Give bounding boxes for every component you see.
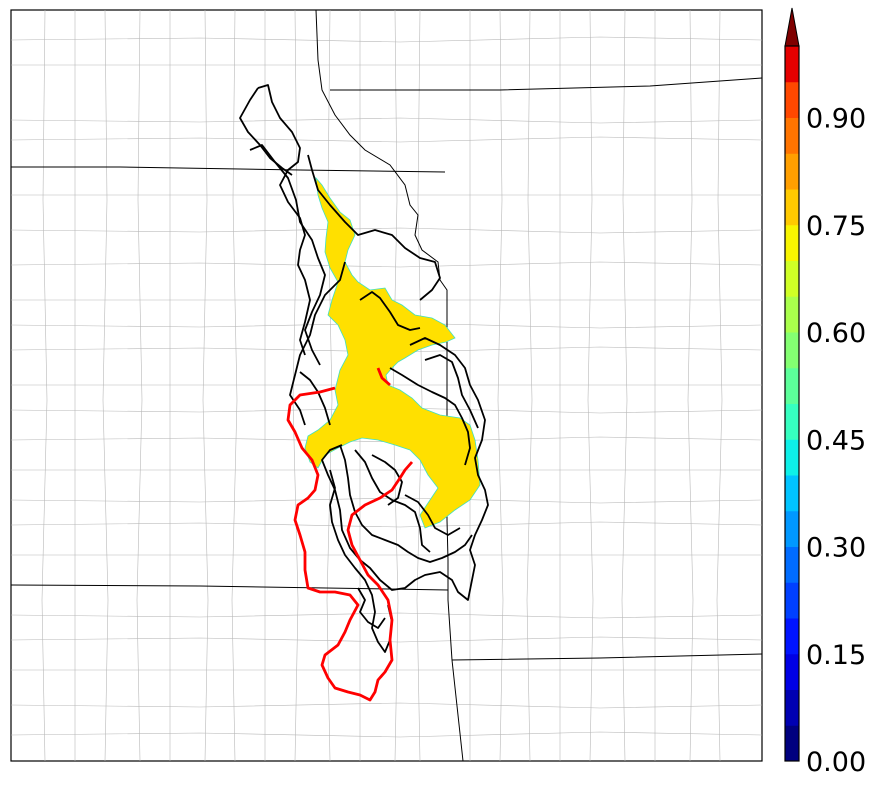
colorbar-tick-label: 0.45	[806, 425, 866, 456]
county-line	[587, 9, 594, 762]
county-line	[10, 136, 763, 143]
observed-contour-fragment	[376, 367, 391, 387]
colorbar-tick-label: 0.30	[806, 533, 866, 564]
colorbar-tick-label: 0.15	[806, 640, 866, 671]
contour-member-3	[249, 144, 326, 366]
contour-member-16	[359, 291, 421, 331]
colorbar-band	[785, 46, 799, 83]
contour-member-10	[339, 444, 473, 563]
observed-contour	[286, 367, 414, 702]
county-line	[526, 9, 533, 762]
colorbar-band	[785, 189, 799, 226]
state-border-ia-mo	[330, 77, 763, 91]
state-border-ne-ks	[11, 166, 446, 173]
colorbar-band	[785, 224, 799, 261]
county-line	[10, 521, 763, 528]
probability-filled-area	[304, 176, 481, 529]
ensemble-member-contours	[239, 84, 489, 653]
colorbar-band	[785, 367, 799, 404]
county-line	[687, 9, 694, 762]
colorbar-extend-arrow	[784, 7, 800, 47]
contour-member-15	[404, 494, 461, 536]
county-line	[10, 612, 763, 619]
county-line	[10, 117, 763, 124]
colorbar-band	[785, 296, 799, 333]
colorbar-bands	[785, 46, 799, 762]
colorbar: 0.00 0.15 0.30 0.45 0.60 0.75 0.90	[784, 7, 866, 779]
colorbar-band	[785, 81, 799, 118]
contour-member-11	[354, 449, 431, 553]
county-line	[136, 9, 143, 762]
colorbar-tick-label: 0.75	[806, 211, 866, 242]
county-line	[202, 9, 209, 762]
contour-member-14	[371, 454, 403, 506]
contour-member-12	[329, 469, 393, 653]
state-border-mo-ar	[451, 653, 763, 661]
colorbar-band	[785, 582, 799, 619]
contour-member-2	[239, 87, 293, 176]
county-line	[10, 636, 763, 643]
colorbar-band	[785, 153, 799, 190]
colorbar-band	[785, 653, 799, 690]
contour-member-8	[424, 354, 479, 429]
observed-contour-main	[286, 386, 414, 702]
contour-member-13	[357, 587, 386, 629]
map-panel	[10, 9, 763, 762]
contour-member-1	[257, 84, 311, 356]
county-line	[231, 9, 238, 762]
contour-member-6	[321, 337, 489, 601]
county-line	[41, 9, 48, 762]
county-line	[10, 497, 763, 504]
colorbar-band	[785, 403, 799, 440]
county-line	[497, 9, 504, 762]
contour-member-7	[389, 367, 471, 466]
colorbar-tick-label: 0.60	[806, 318, 866, 349]
state-border-ks-mo	[315, 9, 464, 762]
colorbar-band	[785, 260, 799, 297]
colorbar-ticks: 0.00 0.15 0.30 0.45 0.60 0.75 0.90	[806, 104, 866, 779]
colorbar-band	[785, 510, 799, 547]
colorbar-band	[785, 725, 799, 762]
colorbar-band	[785, 475, 799, 512]
colorbar-band	[785, 439, 799, 476]
colorbar-outline	[784, 45, 800, 762]
colorbar-band	[785, 117, 799, 154]
county-line	[10, 702, 763, 709]
state-boundaries	[10, 9, 763, 762]
county-line	[102, 9, 109, 762]
colorbar-band	[785, 332, 799, 369]
county-line	[10, 261, 763, 268]
contour-member-4	[307, 154, 441, 301]
county-line	[10, 731, 763, 738]
colorbar-band	[785, 546, 799, 583]
county-line	[416, 9, 423, 762]
colorbar-band	[785, 689, 799, 726]
state-border-ks-ok	[10, 584, 449, 591]
colorbar-tick-label: 0.90	[806, 104, 866, 135]
county-line	[716, 9, 723, 762]
contour-member-5	[289, 261, 346, 426]
county-line	[621, 9, 628, 762]
colorbar-band	[785, 618, 799, 655]
county-line	[10, 36, 763, 43]
county-line	[10, 227, 763, 234]
colorbar-tick-label: 0.00	[806, 747, 866, 778]
